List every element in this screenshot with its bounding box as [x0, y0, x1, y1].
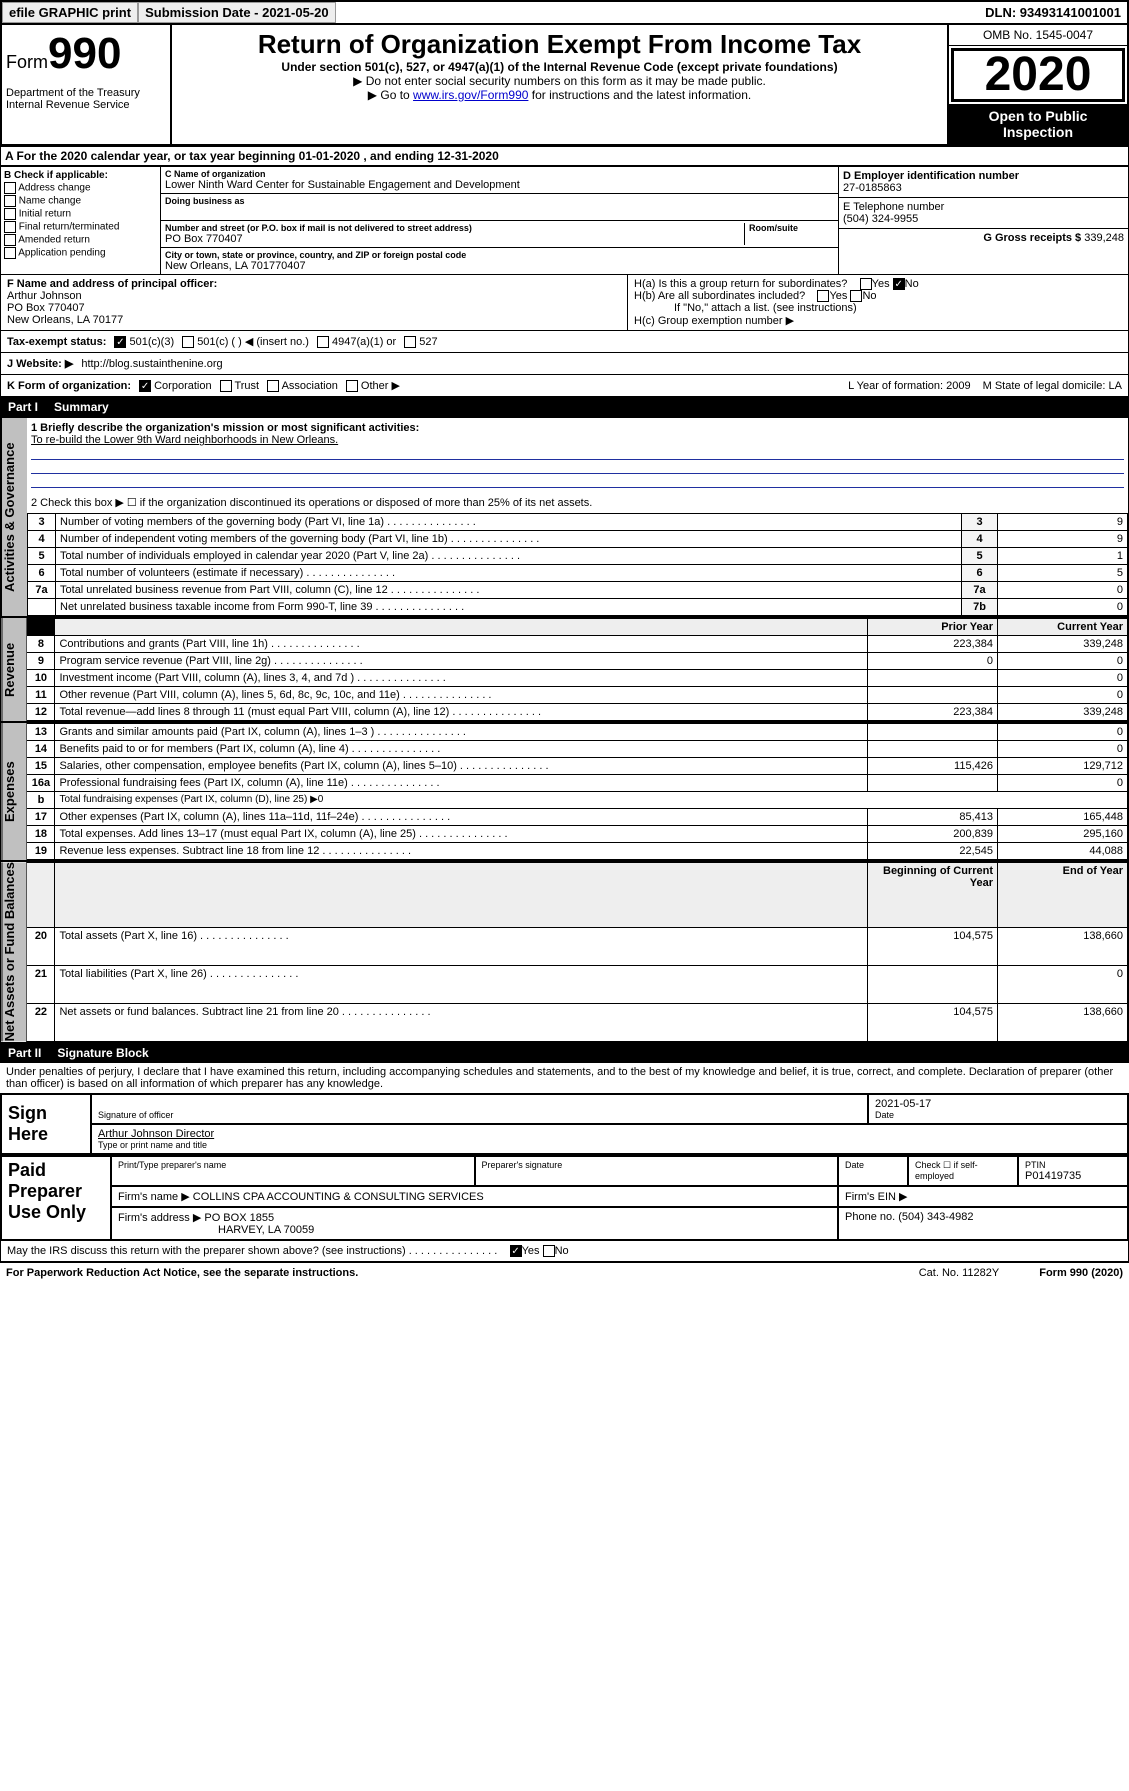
officer-signature-name: Arthur Johnson Director — [98, 1128, 1121, 1140]
h-c: H(c) Group exemption number ▶ — [634, 314, 1122, 327]
paid-preparer-block: Paid Preparer Use Only Print/Type prepar… — [0, 1155, 1129, 1241]
vtab-net-assets: Net Assets or Fund Balances — [1, 862, 26, 1041]
discuss-with-preparer: May the IRS discuss this return with the… — [0, 1241, 1129, 1262]
col-d-to-g: D Employer identification number27-01858… — [838, 167, 1128, 274]
ptin: P01419735 — [1025, 1170, 1121, 1182]
governance-table: 3Number of voting members of the governi… — [27, 513, 1128, 616]
cb-address-change[interactable]: Address change — [4, 182, 157, 194]
paid-preparer-label: Paid Preparer Use Only — [1, 1156, 111, 1240]
cb-application-pending[interactable]: Application pending — [4, 247, 157, 259]
revenue-table: Prior YearCurrent Year 8Contributions an… — [26, 618, 1128, 721]
telephone: (504) 324-9955 — [843, 213, 1124, 225]
year-formation: L Year of formation: 2009 — [848, 380, 971, 392]
ssn-note: ▶ Do not enter social security numbers o… — [176, 74, 943, 88]
dln: DLN: 93493141001001 — [979, 3, 1127, 22]
part-i-header: Part ISummary — [0, 397, 1129, 417]
org-name: Lower Ninth Ward Center for Sustainable … — [165, 179, 834, 191]
firm-name: COLLINS CPA ACCOUNTING & CONSULTING SERV… — [193, 1191, 484, 1203]
h-b: H(b) Are all subordinates included? Yes … — [634, 290, 1122, 302]
officer-name: Arthur Johnson — [7, 290, 621, 302]
expenses-table: 13Grants and similar amounts paid (Part … — [26, 723, 1128, 860]
ein: 27-0185863 — [843, 182, 1124, 194]
officer-addr1: PO Box 770407 — [7, 302, 621, 314]
signature-date: 2021-05-17 — [875, 1098, 1121, 1110]
section-b-to-g: B Check if applicable: Address change Na… — [0, 166, 1129, 275]
city-state-zip: New Orleans, LA 701770407 — [165, 260, 834, 272]
h-b-note: If "No," attach a list. (see instruction… — [634, 302, 1122, 314]
revenue-section: Revenue Prior YearCurrent Year 8Contribu… — [0, 617, 1129, 722]
mission-label: 1 Briefly describe the organization's mi… — [31, 422, 419, 434]
omb-number: OMB No. 1545-0047 — [949, 25, 1127, 46]
vtab-governance: Activities & Governance — [1, 418, 27, 616]
website-url[interactable]: http://blog.sustainthenine.org — [81, 358, 222, 370]
firm-address: PO BOX 1855 — [204, 1212, 274, 1224]
signature-block: Sign Here Signature of officer 2021-05-1… — [0, 1093, 1129, 1155]
vtab-revenue: Revenue — [1, 618, 26, 721]
perjury-statement: Under penalties of perjury, I declare th… — [0, 1063, 1129, 1093]
section-f-h: F Name and address of principal officer:… — [0, 275, 1129, 331]
form-number: Form990 — [6, 29, 166, 79]
open-to-public: Open to Public Inspection — [949, 104, 1127, 144]
h-a: H(a) Is this a group return for subordin… — [634, 278, 1122, 290]
col-c-org-info: C Name of organizationLower Ninth Ward C… — [161, 167, 838, 274]
firm-phone: (504) 343-4982 — [898, 1211, 973, 1223]
form-header: Form990 Department of the Treasury Inter… — [0, 25, 1129, 146]
efile-print-button[interactable]: efile GRAPHIC print — [2, 2, 138, 23]
row-j-website: J Website: ▶ http://blog.sustainthenine.… — [0, 353, 1129, 375]
cb-initial-return[interactable]: Initial return — [4, 208, 157, 220]
mission-text: To re-build the Lower 9th Ward neighborh… — [31, 434, 1124, 446]
row-k-form-org: K Form of organization: ✓ Corporation Tr… — [0, 375, 1129, 397]
form-title: Return of Organization Exempt From Incom… — [176, 29, 943, 60]
net-assets-table: Beginning of Current YearEnd of Year 20T… — [26, 862, 1128, 1041]
row-i-tax-status: Tax-exempt status: ✓ 501(c)(3) 501(c) ( … — [0, 331, 1129, 353]
gross-receipts: 339,248 — [1084, 232, 1124, 244]
sign-here-label: Sign Here — [1, 1094, 91, 1154]
submission-date: Submission Date - 2021-05-20 — [138, 2, 336, 23]
page-footer: For Paperwork Reduction Act Notice, see … — [0, 1262, 1129, 1283]
instructions-link[interactable]: www.irs.gov/Form990 — [413, 88, 528, 102]
net-assets-section: Net Assets or Fund Balances Beginning of… — [0, 861, 1129, 1042]
row-a-tax-year: A For the 2020 calendar year, or tax yea… — [0, 146, 1129, 166]
cb-amended-return[interactable]: Amended return — [4, 234, 157, 246]
part-ii-header: Part IISignature Block — [0, 1043, 1129, 1063]
line-2: 2 Check this box ▶ ☐ if the organization… — [27, 492, 1128, 513]
col-b-checkboxes: B Check if applicable: Address change Na… — [1, 167, 161, 274]
cb-name-change[interactable]: Name change — [4, 195, 157, 207]
officer-addr2: New Orleans, LA 70177 — [7, 314, 621, 326]
form-subtitle: Under section 501(c), 527, or 4947(a)(1)… — [176, 60, 943, 74]
goto-note: ▶ Go to www.irs.gov/Form990 for instruct… — [176, 88, 943, 102]
governance-section: Activities & Governance 1 Briefly descri… — [0, 417, 1129, 617]
department: Department of the Treasury Internal Reve… — [6, 87, 166, 111]
expenses-section: Expenses 13Grants and similar amounts pa… — [0, 722, 1129, 861]
street-address: PO Box 770407 — [165, 233, 744, 245]
state-domicile: M State of legal domicile: LA — [983, 380, 1122, 392]
cb-final-return[interactable]: Final return/terminated — [4, 221, 157, 233]
tax-year: 2020 — [951, 48, 1125, 102]
vtab-expenses: Expenses — [1, 723, 26, 860]
top-bar: efile GRAPHIC print Submission Date - 20… — [0, 0, 1129, 25]
